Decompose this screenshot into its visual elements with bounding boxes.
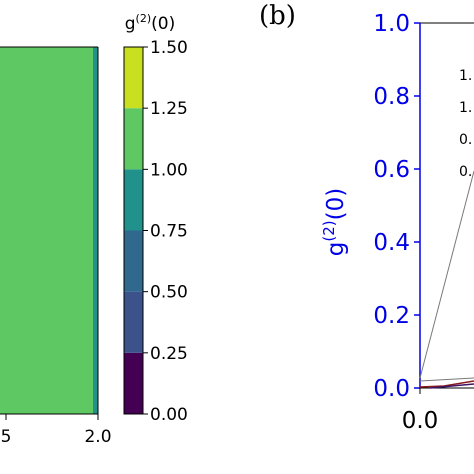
heatmap-edge-band <box>93 47 98 414</box>
colorbar-tick-label: 0.75 <box>150 222 188 242</box>
y-tick-label: 0.0 <box>373 376 410 402</box>
colorbar-title-superscript: (2) <box>136 12 152 25</box>
colorbar-title: g(2)(0) <box>125 12 175 34</box>
legend-entry: 0. <box>459 132 472 148</box>
colorbar-title-suffix: (0) <box>151 14 175 34</box>
colorbar-tick-label: 1.25 <box>150 99 188 119</box>
y-tick-label: 0.6 <box>373 157 410 183</box>
colorbar-cell <box>124 291 143 353</box>
legend-entry: 1. <box>459 100 472 116</box>
colorbar-cell <box>124 352 143 414</box>
colorbar-cell <box>124 169 143 231</box>
heatmap-x-tick-label: 5 <box>1 427 12 447</box>
y-tick-label: 1.0 <box>373 11 410 37</box>
series-line-gray-low <box>419 377 474 382</box>
colorbar-tick-label: 0.00 <box>150 405 188 425</box>
y-axis-label-prefix: g <box>323 242 349 257</box>
y-axis-label-superscript: (2) <box>320 220 338 241</box>
legend-entry: 1. <box>459 68 472 84</box>
heatmap-region <box>0 47 98 414</box>
y-tick-label: 0.4 <box>373 230 410 256</box>
y-tick-label: 0.8 <box>373 84 410 110</box>
colorbar: g(2)(0) 0.00 0.25 0.50 0.75 1.00 1.25 1.50 <box>123 12 188 425</box>
colorbar-title-prefix: g <box>125 14 136 34</box>
panel-label-b: (b) <box>259 1 296 31</box>
colorbar-cell <box>124 108 143 170</box>
colorbar-tick-label: 0.25 <box>150 344 188 364</box>
colorbar-tick-label: 1.00 <box>150 160 188 180</box>
y-axis-label: g(2)(0) <box>320 188 349 256</box>
series-line-purple <box>429 383 474 389</box>
y-tick-label: 0.2 <box>373 303 410 329</box>
colorbar-cell <box>124 230 143 292</box>
panel-b: (b) g(2)(0) 0.0 0.2 0.4 0.6 0.8 1.0 0.0 1. 1.… <box>259 1 474 434</box>
x-tick-label: 0.0 <box>402 408 439 434</box>
panel-a: 5 2.0 g(2)(0) 0.00 0.25 0.50 0.75 1.00 1.25 1.… <box>0 12 188 447</box>
legend-entry: 0. <box>459 164 472 180</box>
colorbar-tick-label: 0.50 <box>150 283 188 303</box>
heatmap-x-tick-label: 2.0 <box>84 427 111 447</box>
colorbar-tick-label: 1.50 <box>150 38 188 58</box>
series-line-gray <box>419 170 474 379</box>
y-axis-label-suffix: (0) <box>323 188 349 221</box>
colorbar-cell <box>124 47 143 109</box>
